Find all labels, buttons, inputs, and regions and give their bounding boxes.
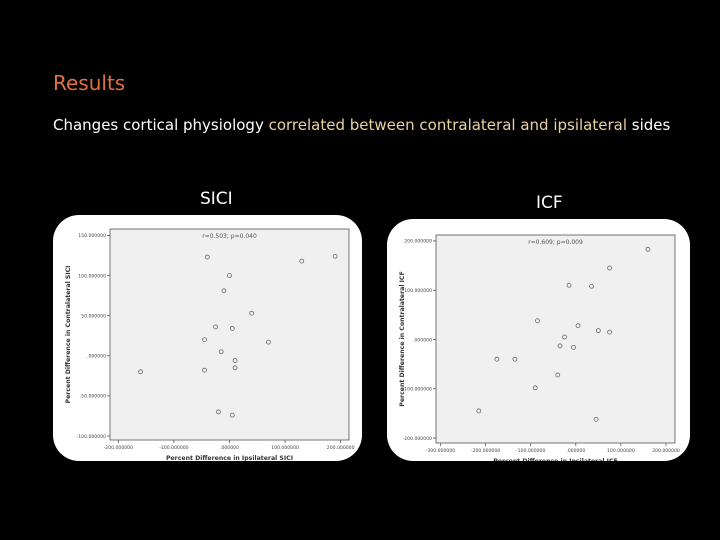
sici-y-tick-label: -50.000000 bbox=[80, 394, 107, 400]
icf-y-tick-label: -100.000000 bbox=[403, 387, 432, 393]
icf-data-point bbox=[589, 283, 594, 289]
icf-stats-annotation: r=0.609; p=0.009 bbox=[528, 239, 583, 246]
icf-data-point bbox=[557, 343, 563, 349]
subtitle-text-start: Changes cortical physiology bbox=[53, 116, 269, 134]
subtitle-highlight: correlated between contralateral and ips… bbox=[268, 116, 627, 134]
sici-data-point bbox=[202, 337, 207, 343]
sici-data-point bbox=[229, 326, 235, 331]
icf-y-tick-label: 100.000000 bbox=[404, 288, 432, 294]
icf-data-point bbox=[607, 329, 613, 335]
sici-x-axis-label: Percent Difference in Ipsilateral SICI bbox=[166, 455, 293, 461]
sici-data-point bbox=[138, 369, 143, 375]
icf-data-point bbox=[555, 372, 561, 378]
icf-data-point bbox=[476, 408, 482, 414]
icf-data-point bbox=[595, 328, 601, 334]
sici-x-tick-label: .000000 bbox=[220, 445, 239, 451]
icf-plot-area bbox=[435, 234, 676, 444]
sici-y-tick-label: -100.000000 bbox=[77, 434, 106, 440]
sici-x-tick-label: 100.000000 bbox=[271, 445, 299, 451]
sici-data-point bbox=[249, 310, 255, 316]
icf-data-point bbox=[607, 265, 613, 271]
subtitle-text-end: sides bbox=[626, 116, 671, 134]
icf-x-tick-label: -300.000000 bbox=[426, 448, 455, 454]
sici-y-tick-label: 50.000000 bbox=[81, 313, 106, 319]
icf-y-tick-label: 200.000000 bbox=[404, 239, 432, 245]
sici-scatter-plot: -100.000000 -50.000000 .000000 50.000000 100… bbox=[65, 228, 355, 461]
sici-data-point bbox=[229, 412, 235, 418]
icf-x-axis-label: Percent Difference in Ipsilateral ICF bbox=[493, 458, 618, 461]
sici-data-point bbox=[218, 349, 224, 355]
sici-data-point bbox=[232, 365, 238, 371]
sici-data-point bbox=[227, 273, 232, 278]
icf-data-point bbox=[512, 356, 518, 362]
icf-data-point bbox=[575, 323, 581, 329]
sici-y-tick-label: 100.000000 bbox=[78, 273, 106, 279]
sici-data-point bbox=[215, 409, 221, 415]
sici-data-point bbox=[266, 339, 271, 345]
icf-data-point bbox=[535, 318, 540, 324]
sici-stats-annotation: r=0.503; p=0.040 bbox=[202, 233, 257, 240]
sici-x-tick-label: 200.000000 bbox=[327, 445, 355, 451]
icf-x-tick-label: -100.000000 bbox=[516, 448, 545, 454]
sici-y-axis-label: Percent Difference in Contralateral SICI bbox=[65, 266, 72, 404]
icf-panel-label: ICF bbox=[536, 193, 563, 213]
sici-x-tick-label: -200.000000 bbox=[104, 445, 133, 451]
icf-data-point bbox=[494, 356, 500, 362]
icf-data-point bbox=[571, 344, 576, 350]
sici-plot-area bbox=[109, 228, 350, 441]
sici-y-tick-label: 150.000000 bbox=[78, 233, 106, 239]
icf-x-tick-label: 100.000000 bbox=[607, 448, 635, 454]
icf-y-axis-label: Percent Difference in Contralateral ICF bbox=[399, 271, 406, 406]
icf-x-tick-label: 200.000000 bbox=[652, 448, 680, 454]
icf-x-tick-label: -200.000000 bbox=[471, 448, 500, 454]
icf-data-point bbox=[532, 385, 538, 391]
sici-data-point bbox=[204, 254, 210, 260]
slide-heading: Results bbox=[53, 71, 126, 95]
icf-x-tick-label: .000000 bbox=[566, 448, 585, 454]
sici-data-point bbox=[213, 324, 219, 330]
sici-data-point bbox=[221, 288, 227, 294]
sici-x-tick-label: -100.000000 bbox=[159, 445, 188, 451]
icf-y-tick-label: .000000 bbox=[413, 337, 432, 343]
icf-data-point bbox=[645, 246, 651, 252]
icf-y-tick-label: -200.000000 bbox=[403, 436, 432, 442]
sici-chart-panel: -100.000000 -50.000000 .000000 50.000000 100… bbox=[53, 215, 362, 461]
sici-data-point bbox=[232, 358, 238, 363]
sici-data-point bbox=[202, 367, 207, 373]
icf-scatter-plot: -200.000000 -100.000000 .000000 100.000000 2… bbox=[399, 234, 680, 461]
icf-chart-panel: -200.000000 -100.000000 .000000 100.000000 2… bbox=[387, 219, 690, 461]
icf-data-point bbox=[562, 334, 567, 340]
sici-y-tick-label: .000000 bbox=[87, 354, 106, 360]
sici-data-point bbox=[299, 258, 305, 264]
sici-data-point bbox=[332, 253, 338, 259]
slide-subtitle: Changes cortical physiology correlated b… bbox=[53, 116, 670, 134]
icf-data-point bbox=[593, 416, 599, 422]
icf-data-point bbox=[566, 282, 572, 288]
sici-panel-label: SICI bbox=[200, 189, 233, 209]
